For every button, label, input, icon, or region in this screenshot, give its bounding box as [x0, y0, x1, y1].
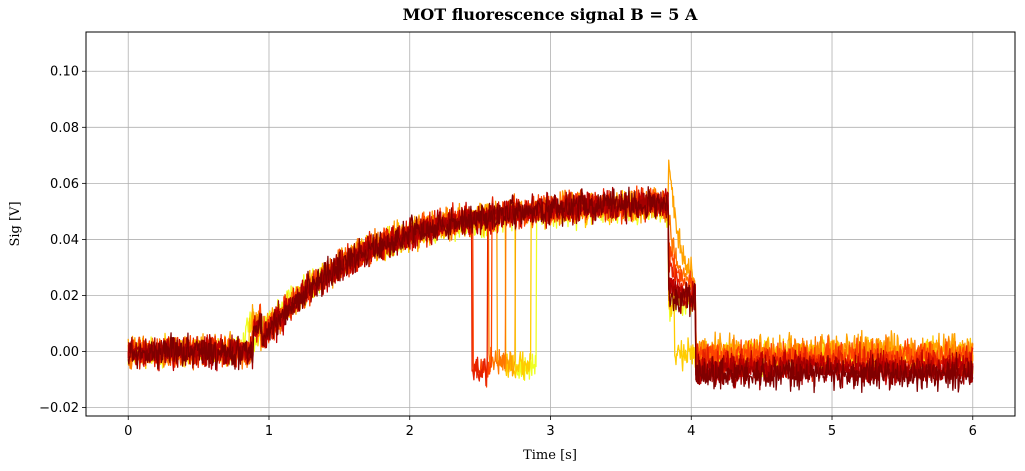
y-tick-label: 0.00: [50, 345, 79, 360]
chart-title: MOT fluorescence signal B = 5 A: [403, 5, 698, 24]
series-layer: [127, 159, 974, 394]
y-tick-label: 0.06: [50, 177, 79, 192]
x-tick-label: 0: [124, 424, 132, 439]
grid-lines: [86, 32, 1015, 416]
x-tick-label: 3: [546, 424, 554, 439]
x-tick-label: 6: [969, 424, 977, 439]
x-tick-label: 5: [828, 424, 836, 439]
x-tick-label: 4: [687, 424, 695, 439]
x-tick-label: 1: [265, 424, 273, 439]
y-axis-label: Sig [V]: [8, 201, 23, 246]
x-axis-label: Time [s]: [523, 448, 577, 463]
y-tick-label: 0.02: [50, 289, 79, 304]
x-axis-ticks: 0 1 2 3 4 5 6: [124, 416, 977, 439]
y-tick-label: −0.02: [39, 401, 79, 416]
y-tick-label: 0.04: [50, 233, 79, 248]
signal-series-9: [127, 186, 974, 394]
y-axis-ticks: −0.02 0.00 0.02 0.04 0.06 0.08 0.10: [39, 65, 86, 416]
y-tick-label: 0.08: [50, 121, 79, 136]
y-tick-label: 0.10: [50, 65, 79, 80]
x-tick-label: 2: [406, 424, 414, 439]
